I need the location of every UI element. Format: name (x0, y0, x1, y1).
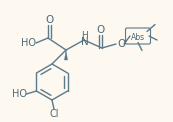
Text: HO: HO (12, 89, 27, 99)
Text: Abs: Abs (131, 32, 145, 41)
Text: O: O (45, 15, 54, 25)
Text: HO: HO (20, 38, 35, 48)
Text: O: O (96, 25, 105, 35)
Polygon shape (65, 50, 67, 60)
Text: N: N (81, 37, 89, 47)
Text: H: H (82, 30, 88, 40)
FancyBboxPatch shape (125, 28, 151, 44)
Text: O: O (117, 39, 125, 49)
Text: Cl: Cl (49, 109, 59, 119)
